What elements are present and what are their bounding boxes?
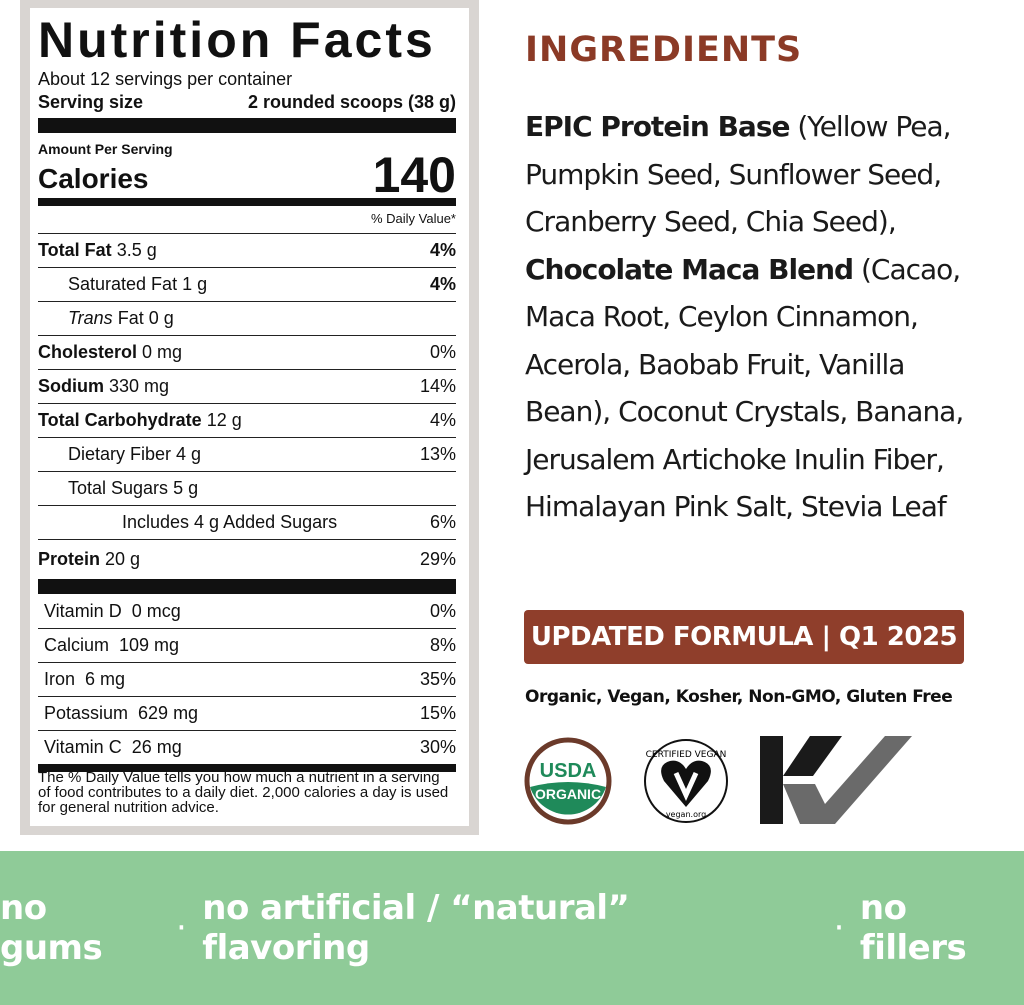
svg-text:USDA: USDA [540,760,597,782]
calories-value: 140 [372,147,456,203]
ingredients-list: EPIC Protein Base (Yellow Pea, Pumpkin S… [525,110,964,523]
nutrient-row: Protein 20 g 29% [38,539,456,579]
serving-size-value: 2 rounded scoops (38 g) [247,92,456,112]
medium-divider [38,764,456,772]
nutrient-row: Trans Fat 0 g [38,301,456,335]
nutrient-row: Sodium 330 mg 14% [38,369,456,403]
svg-text:vegan.org: vegan.org [666,810,706,819]
svg-text:ORGANIC: ORGANIC [535,786,601,802]
kosher-kv-icon [760,736,912,824]
nutrient-row: Total Sugars 5 g [38,471,456,505]
nutrient-row: Total Carbohydrate 12 g 4% [38,403,456,437]
vitamin-row: Vitamin C 26 mg 30% [38,730,456,764]
certification-claims: Organic, Vegan, Kosher, Non-GMO, Gluten … [525,687,953,707]
amount-per-serving: Amount Per Serving [38,141,173,157]
claim-no-fillers: no fillers [859,888,967,968]
nutrient-row: Saturated Fat 1 g 4% [38,267,456,301]
serving-size-label: Serving size [38,92,144,112]
daily-value-footnote: The % Daily Value tells you how much a n… [38,769,449,816]
serving-size: Serving size 2 rounded scoops (38 g) [38,92,456,113]
nutrition-label [30,8,469,826]
ingredients-heading: INGREDIENTS [525,30,803,70]
updated-formula-banner: UPDATED FORMULA | Q1 2025 [524,610,964,664]
claim-no-gums: no gums [0,888,103,968]
certified-vegan-icon: CERTIFIED VEGAN vegan.org [644,739,728,823]
footer-band: no gums · no artificial / “natural” flavo… [0,851,1024,1005]
claim-no-flavoring: no artificial / “natural” flavoring [202,888,630,968]
nutrient-rows: Total Fat 3.5 g 4% Saturated Fat 1 g 4% Tr… [38,233,456,772]
nutrient-row: Dietary Fiber 4 g 13% [38,437,456,471]
thick-divider [38,118,456,133]
vitamin-row: Iron 6 mg 35% [38,662,456,696]
nutrient-row: Total Fat 3.5 g 4% [38,233,456,267]
daily-value-header: % Daily Value* [370,211,456,226]
usda-organic-icon: USDA ORGANIC [524,737,612,825]
vitamin-row: Potassium 629 mg 15% [38,696,456,730]
vitamin-row: Calcium 109 mg 8% [38,628,456,662]
servings-per-container: About 12 servings per container [38,69,293,89]
vitamin-row: Vitamin D 0 mcg 0% [44,600,456,621]
nutrition-facts-title: Nutrition Facts [38,12,436,68]
medium-divider [38,198,456,206]
nutrient-row: Includes 4 g Added Sugars 6% [38,505,456,539]
thick-divider [38,579,456,594]
svg-text:CERTIFIED VEGAN: CERTIFIED VEGAN [646,750,727,760]
nutrient-row: Cholesterol 0 mg 0% [38,335,456,369]
calories-label: Calories [38,163,149,194]
